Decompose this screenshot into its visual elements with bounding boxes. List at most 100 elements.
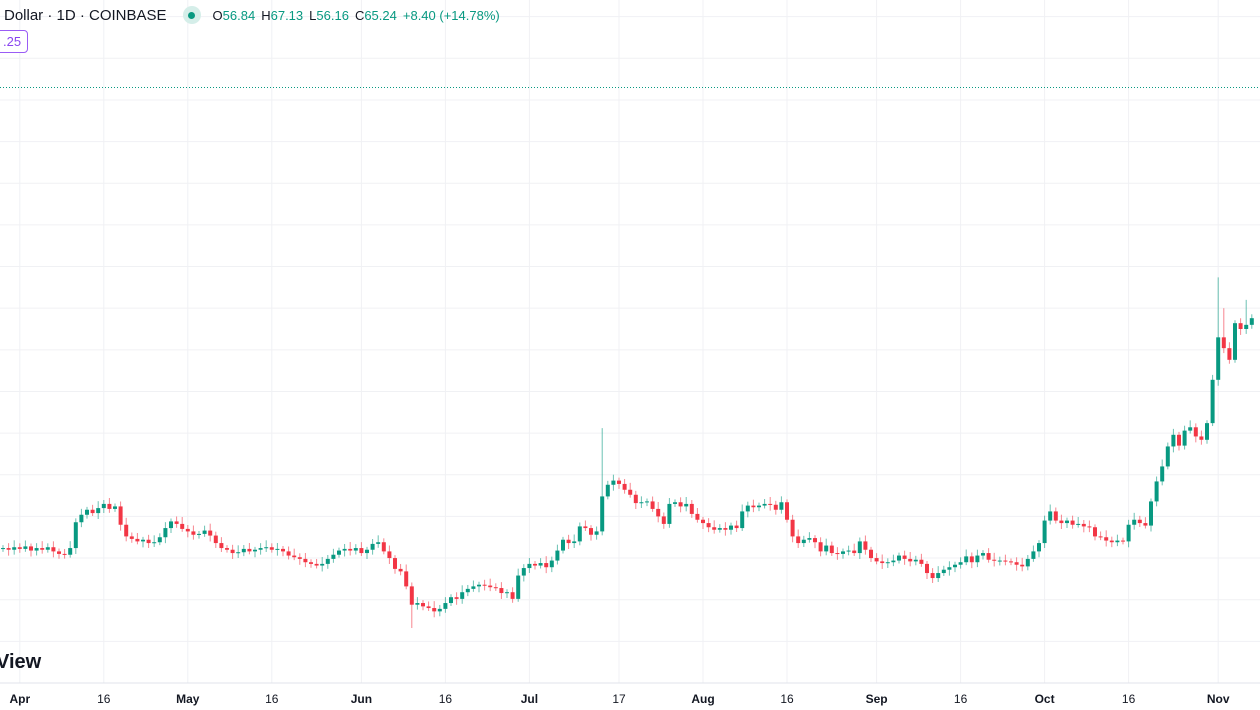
low-label: L xyxy=(309,7,317,23)
candle-body xyxy=(460,592,465,599)
candle-down xyxy=(213,531,218,548)
candle-body xyxy=(566,539,571,544)
candle-body xyxy=(1233,323,1237,360)
candle-body xyxy=(701,519,705,524)
candle-up xyxy=(561,536,565,554)
candle-body xyxy=(404,571,409,587)
candle-body xyxy=(185,528,190,532)
candle-body xyxy=(1132,519,1137,525)
candle-body xyxy=(449,597,453,604)
candle-up xyxy=(841,548,845,559)
candle-body xyxy=(365,549,369,554)
candle-down xyxy=(723,522,728,536)
time-axis-label: Jul xyxy=(521,692,538,706)
candle-body xyxy=(443,603,448,609)
candle-down xyxy=(1053,507,1058,524)
candle-body xyxy=(393,558,397,569)
candle-up xyxy=(1244,299,1249,334)
candle-body xyxy=(1238,323,1243,330)
candle-up xyxy=(157,533,162,546)
candle-body xyxy=(639,502,644,504)
candle-up xyxy=(801,535,806,547)
candle-up xyxy=(264,540,269,552)
candle-body xyxy=(23,546,28,549)
candle-body xyxy=(1037,543,1041,552)
candle-down xyxy=(930,568,935,583)
candle-body xyxy=(869,549,873,559)
candle-body xyxy=(818,542,823,552)
candle-down xyxy=(90,504,95,516)
candle-body xyxy=(521,568,526,576)
candle-up xyxy=(762,499,767,509)
time-axis[interactable]: Apr 16 May 16 Jun 16 Jul 17 Aug 16 Sep 16 Oct 16 Nov xyxy=(9,692,1229,706)
candle-down xyxy=(1093,524,1097,541)
candle-up xyxy=(549,556,554,573)
candle-up xyxy=(1042,515,1047,548)
candle-body xyxy=(577,526,582,542)
candle-down xyxy=(286,546,291,560)
candle-up xyxy=(572,534,577,548)
candle-up xyxy=(1,545,5,552)
candle-body xyxy=(1053,511,1058,521)
candle-down xyxy=(1199,430,1204,445)
candle-body xyxy=(1193,427,1198,437)
candle-body xyxy=(1205,423,1209,440)
candle-body xyxy=(857,541,862,554)
candle-body xyxy=(493,587,498,589)
candle-up xyxy=(34,543,39,556)
candle-up xyxy=(1115,534,1120,547)
candle-body xyxy=(712,527,717,530)
candle-down xyxy=(712,520,717,534)
candle-body xyxy=(241,548,246,553)
candle-body xyxy=(684,503,689,507)
candle-down xyxy=(29,543,33,557)
candle-body xyxy=(913,559,918,562)
candle-down xyxy=(225,545,229,553)
candle-body xyxy=(264,547,269,549)
candle-up xyxy=(975,549,980,568)
candle-up xyxy=(1165,442,1170,470)
candle-body xyxy=(219,543,224,549)
candle-down xyxy=(880,554,885,569)
candle-down xyxy=(185,524,190,538)
market-status-icon[interactable] xyxy=(182,6,201,24)
candle-body xyxy=(1160,466,1165,482)
candle-down xyxy=(107,498,112,513)
candle-body xyxy=(62,553,67,555)
candle-down xyxy=(387,545,392,564)
candle-down xyxy=(628,482,633,498)
candle-up xyxy=(505,589,509,598)
time-axis-label: Apr xyxy=(9,692,30,706)
candle-body xyxy=(398,568,403,572)
candle-body xyxy=(941,569,946,574)
candle-down xyxy=(925,560,929,579)
candle-body xyxy=(174,521,179,524)
candle-body xyxy=(1171,434,1176,447)
candle-down xyxy=(499,582,504,599)
candle-down xyxy=(1104,530,1109,547)
candle-body xyxy=(426,606,431,609)
candle-body xyxy=(1,548,5,550)
symbol-title[interactable]: Dollar · 1D · COINBASE xyxy=(4,6,167,24)
candle-down xyxy=(421,600,425,611)
candle-up xyxy=(1210,374,1215,427)
candle-up xyxy=(958,557,963,569)
candle-up xyxy=(325,554,330,569)
candle-body xyxy=(477,584,481,587)
candle-body xyxy=(617,480,621,484)
candle-body xyxy=(650,501,655,509)
candle-body xyxy=(314,563,319,566)
candle-down xyxy=(863,535,868,555)
candle-down xyxy=(40,541,45,554)
price-label[interactable]: .25 xyxy=(0,30,29,53)
candle-down xyxy=(661,512,666,529)
candle-up xyxy=(197,530,201,539)
candle-body xyxy=(745,505,750,512)
candle-down xyxy=(992,552,997,567)
candle-down xyxy=(1059,514,1064,529)
tradingview-logo-text[interactable]: View xyxy=(0,651,42,673)
candle-up xyxy=(1065,517,1069,528)
candle-body xyxy=(773,504,778,510)
candle-body xyxy=(689,503,694,514)
